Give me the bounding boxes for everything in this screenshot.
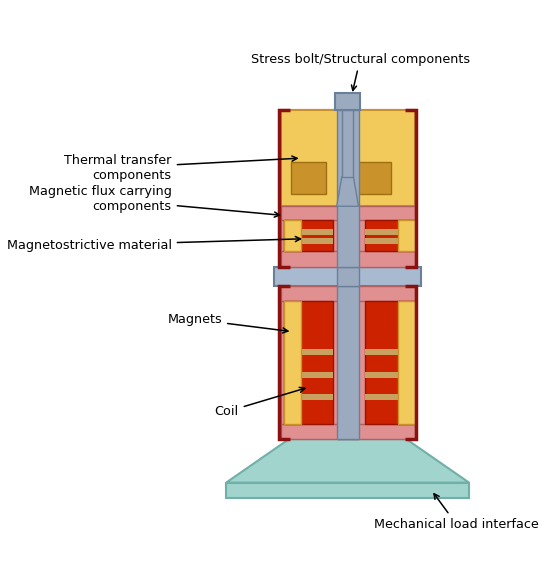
Text: Magnetostrictive material: Magnetostrictive material bbox=[7, 237, 300, 252]
Bar bbox=[356, 162, 391, 194]
Bar bbox=[284, 394, 333, 400]
Text: Stress bolt/Structural components: Stress bolt/Structural components bbox=[251, 53, 470, 90]
Bar bbox=[280, 110, 415, 206]
Bar bbox=[280, 286, 415, 301]
Text: Coil: Coil bbox=[214, 387, 305, 418]
Bar bbox=[365, 350, 415, 356]
Bar bbox=[342, 110, 354, 177]
Bar bbox=[365, 372, 415, 378]
Bar bbox=[284, 220, 301, 252]
Bar bbox=[337, 286, 359, 439]
Bar bbox=[284, 220, 333, 252]
Bar bbox=[365, 238, 415, 244]
Bar bbox=[284, 372, 333, 378]
Bar bbox=[284, 238, 333, 244]
Bar bbox=[398, 301, 415, 424]
Bar bbox=[335, 93, 360, 110]
Text: Magnets: Magnets bbox=[167, 313, 288, 333]
Bar bbox=[284, 301, 333, 424]
Bar bbox=[337, 110, 359, 267]
Bar bbox=[284, 229, 333, 235]
Bar bbox=[365, 220, 415, 252]
Bar bbox=[365, 229, 415, 235]
Text: Magnetic flux carrying
components: Magnetic flux carrying components bbox=[29, 184, 279, 217]
Bar bbox=[280, 252, 415, 267]
Bar bbox=[226, 483, 469, 498]
Bar bbox=[280, 424, 415, 439]
Text: Thermal transfer
components: Thermal transfer components bbox=[64, 154, 297, 182]
Bar bbox=[274, 267, 421, 286]
Text: Mechanical load interface: Mechanical load interface bbox=[374, 494, 539, 531]
Bar bbox=[280, 206, 415, 220]
Bar bbox=[284, 350, 333, 356]
Bar bbox=[365, 301, 415, 424]
Bar bbox=[280, 110, 415, 267]
Polygon shape bbox=[337, 177, 359, 206]
Bar bbox=[280, 286, 415, 439]
Bar bbox=[398, 220, 415, 252]
Bar bbox=[284, 301, 301, 424]
Bar bbox=[337, 267, 359, 286]
Bar bbox=[365, 394, 415, 400]
Polygon shape bbox=[226, 439, 469, 483]
Bar bbox=[291, 162, 326, 194]
